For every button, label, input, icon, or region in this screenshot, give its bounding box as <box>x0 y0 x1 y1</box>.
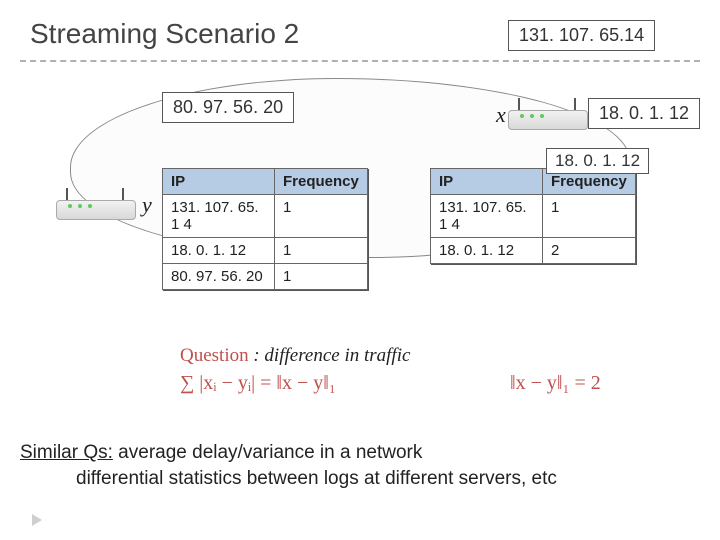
ip-box-mid-right: 18. 0. 1. 12 <box>588 98 700 129</box>
footer-underline: Similar Qs: <box>20 442 113 463</box>
router-left-icon <box>56 190 136 222</box>
ip-box-over-table2: 18. 0. 1. 12 <box>546 148 649 174</box>
title-divider <box>20 60 700 62</box>
footer-line2: differential statistics between logs at … <box>20 466 557 492</box>
table-row: 131. 107. 65. 1 4 1 <box>163 195 368 238</box>
table-row: 18. 0. 1. 12 1 <box>163 238 368 264</box>
router-right-icon <box>508 100 588 132</box>
ip-box-top-right: 131. 107. 65.14 <box>508 20 655 51</box>
question-line: Question : difference in traffic <box>180 345 410 367</box>
bullet-icon <box>32 514 42 526</box>
footer-line1-rest: average delay/variance in a network <box>113 442 422 463</box>
table-row: 80. 97. 56. 20 1 <box>163 264 368 290</box>
var-x-label: x <box>496 102 506 128</box>
footer-text: Similar Qs: average delay/variance in a … <box>20 440 557 491</box>
freq-table-right: IP Frequency 131. 107. 65. 1 4 1 18. 0. … <box>430 168 636 264</box>
th-freq: Frequency <box>275 169 368 195</box>
equation-norm: ‖x − y‖₁ = 2 <box>510 372 601 395</box>
equation-sum: ∑ |xᵢ − yᵢ| = ‖x − y‖₁ <box>180 372 336 395</box>
freq-table-left: IP Frequency 131. 107. 65. 1 4 1 18. 0. … <box>162 168 368 290</box>
table-row: 131. 107. 65. 1 4 1 <box>431 195 636 238</box>
question-label: Question <box>180 345 249 366</box>
var-y-label: y <box>142 192 152 218</box>
slide-root: Streaming Scenario 2 131. 107. 65.14 80.… <box>0 0 720 540</box>
ip-box-mid-left: 80. 97. 56. 20 <box>162 92 294 123</box>
page-title: Streaming Scenario 2 <box>30 18 299 50</box>
th-ip: IP <box>163 169 275 195</box>
th-ip: IP <box>431 169 543 195</box>
question-rest: : difference in traffic <box>249 345 411 366</box>
table-row: 18. 0. 1. 12 2 <box>431 238 636 264</box>
